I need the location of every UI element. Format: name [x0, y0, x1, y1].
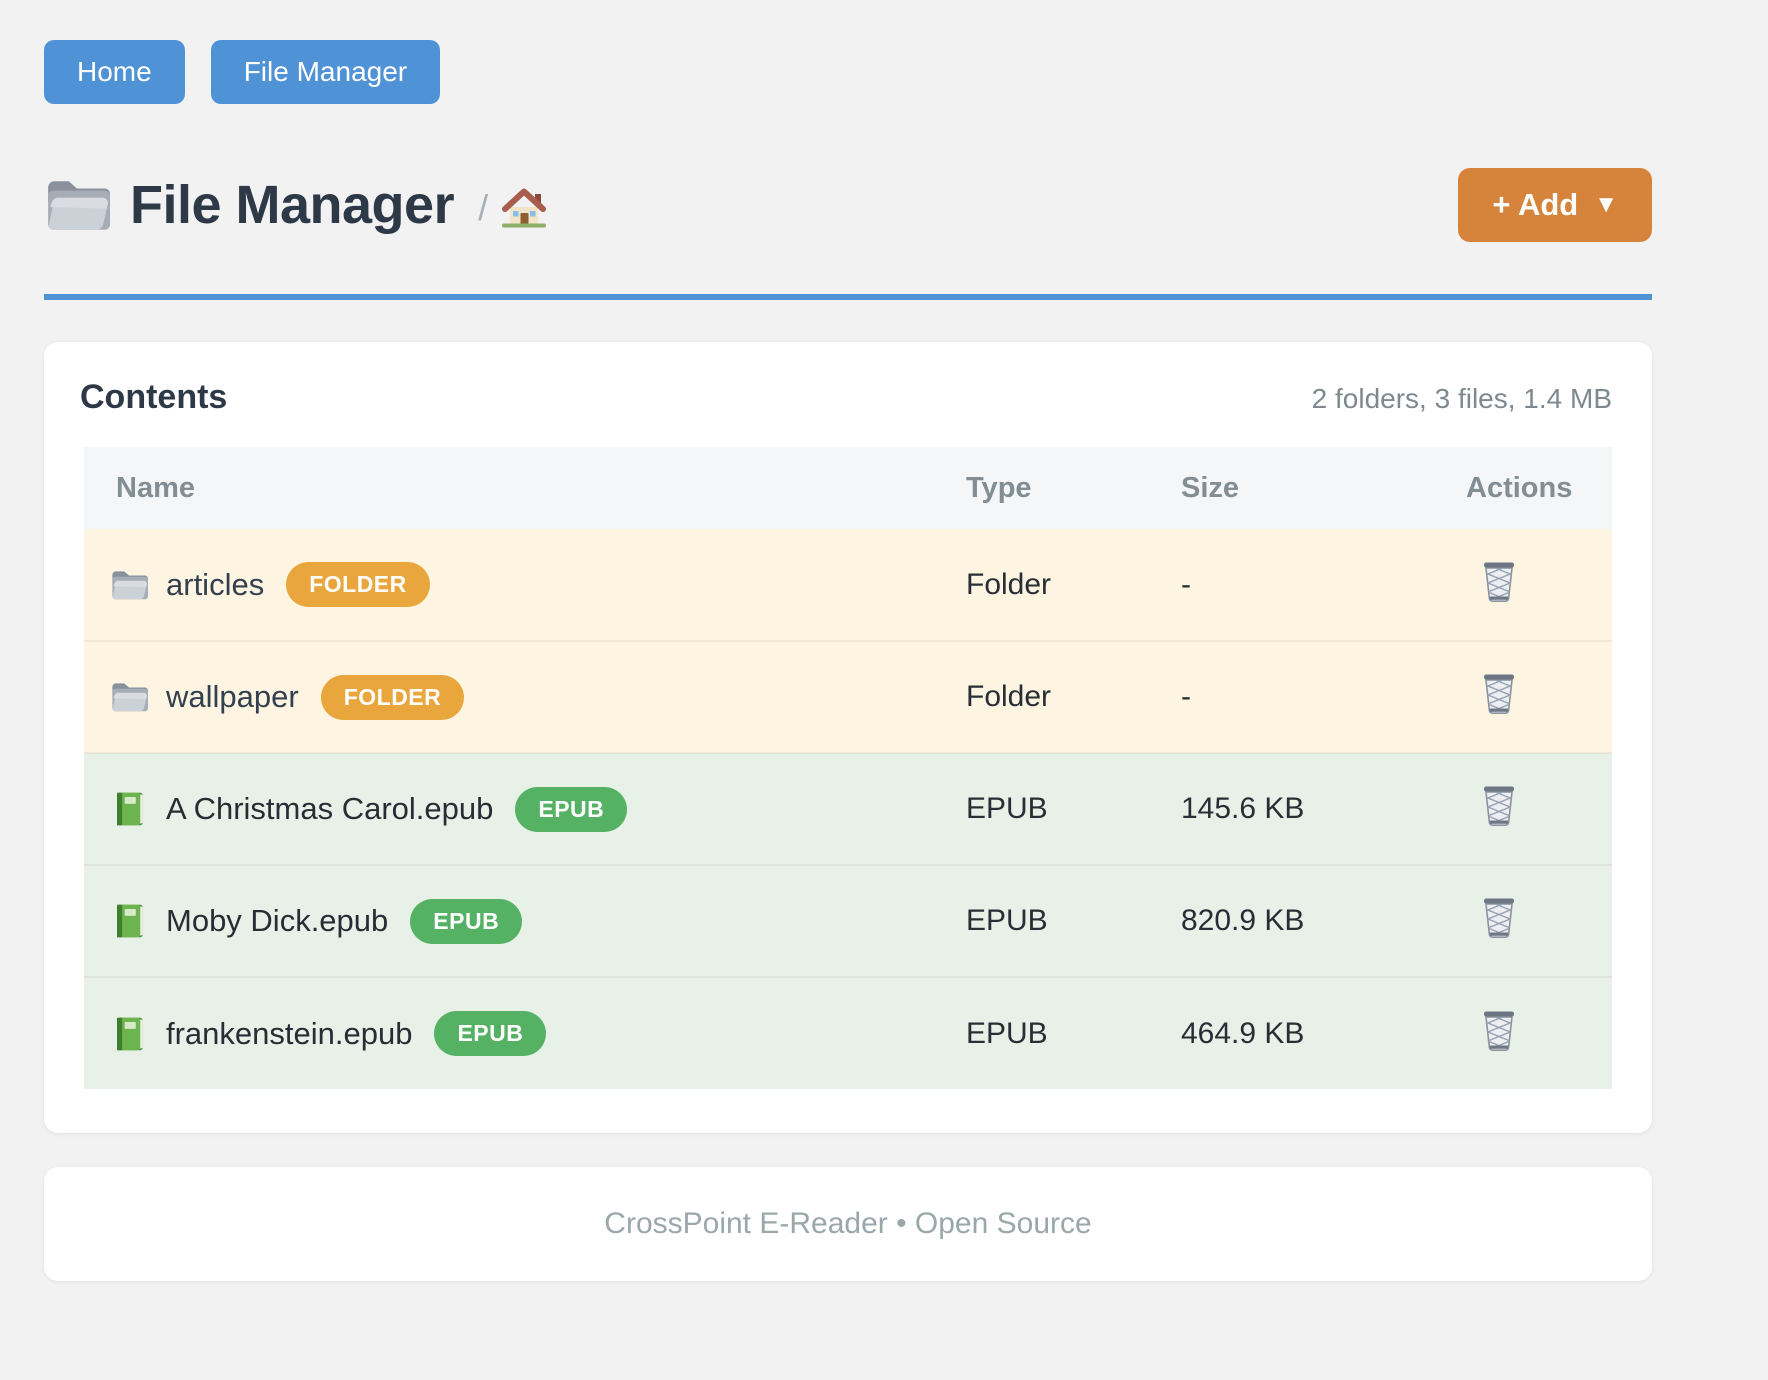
table-row[interactable]: Moby Dick.epub EPUB EPUB 820.9 KB — [84, 865, 1612, 977]
trash-icon — [1480, 896, 1518, 938]
delete-button[interactable] — [1480, 560, 1518, 602]
entry-size: 464.9 KB — [1181, 1016, 1305, 1050]
entry-type: Folder — [966, 567, 1052, 601]
entry-type: EPUB — [966, 792, 1048, 825]
table-row[interactable]: articles FOLDER Folder - — [84, 529, 1612, 641]
contents-summary: 2 folders, 3 files, 1.4 MB — [1311, 383, 1612, 414]
page-title: File Manager — [130, 175, 455, 235]
contents-title: Contents — [80, 378, 228, 416]
type-badge: FOLDER — [320, 674, 465, 720]
entry-size: - — [1181, 680, 1191, 713]
entry-name-link[interactable]: frankenstein.epub — [166, 1015, 413, 1051]
header-divider — [44, 294, 1652, 300]
column-header-type: Type — [966, 471, 1032, 504]
entry-size: 145.6 KB — [1181, 792, 1305, 825]
contents-table: Name Type Size Actions articles FOLDER — [84, 447, 1612, 1089]
nav-file-manager-button[interactable]: File Manager — [210, 40, 441, 104]
entry-name-link[interactable]: articles — [166, 566, 265, 602]
footer-text: CrossPoint E-Reader • Open Source — [604, 1207, 1092, 1240]
file-manager-page: Home File Manager File Manager / + Add ▼… — [44, 40, 1652, 1281]
entry-name-link[interactable]: Moby Dick.epub — [166, 903, 389, 938]
add-button[interactable]: + Add ▼ — [1458, 168, 1652, 242]
top-nav: Home File Manager — [44, 40, 1652, 104]
entry-size: 820.9 KB — [1181, 904, 1305, 937]
entry-type: EPUB — [966, 1016, 1048, 1050]
type-badge: FOLDER — [286, 562, 430, 607]
folder-icon — [110, 679, 148, 715]
entry-name-link[interactable]: wallpaper — [166, 679, 299, 714]
entry-type: EPUB — [966, 904, 1048, 937]
title-wrap: File Manager / — [44, 174, 546, 236]
delete-button[interactable] — [1480, 1009, 1518, 1051]
trash-icon — [1480, 560, 1518, 602]
trash-icon — [1480, 784, 1518, 826]
type-badge: EPUB — [515, 786, 628, 832]
contents-card-header: Contents 2 folders, 3 files, 1.4 MB — [80, 378, 1612, 417]
footer: CrossPoint E-Reader • Open Source — [44, 1167, 1652, 1281]
column-header-size: Size — [1181, 471, 1240, 504]
breadcrumb-separator: / — [478, 187, 489, 228]
caret-down-icon: ▼ — [1594, 191, 1618, 218]
type-badge: EPUB — [410, 898, 523, 944]
column-header-name: Name — [116, 471, 195, 504]
table-row[interactable]: A Christmas Carol.epub EPUB EPUB 145.6 K… — [84, 753, 1612, 865]
table-header-row: Name Type Size Actions — [84, 447, 1612, 529]
trash-icon — [1480, 672, 1518, 714]
folder-icon — [110, 567, 148, 603]
delete-button[interactable] — [1480, 896, 1518, 938]
table-row[interactable]: wallpaper FOLDER Folder - — [84, 641, 1612, 753]
folder-icon — [44, 176, 110, 234]
entry-type: Folder — [966, 680, 1052, 713]
delete-button[interactable] — [1480, 784, 1518, 826]
green-book-icon — [110, 1016, 148, 1052]
green-book-icon — [110, 791, 148, 827]
delete-button[interactable] — [1480, 672, 1518, 714]
entry-name-link[interactable]: A Christmas Carol.epub — [166, 791, 494, 826]
add-button-label: + Add — [1492, 187, 1579, 222]
nav-home-button[interactable]: Home — [44, 40, 185, 104]
type-badge: EPUB — [434, 1011, 547, 1056]
page-header: File Manager / + Add ▼ — [44, 168, 1652, 242]
green-book-icon — [110, 903, 148, 939]
home-icon — [502, 188, 546, 228]
contents-card: Contents 2 folders, 3 files, 1.4 MB Name… — [44, 342, 1652, 1133]
column-header-actions: Actions — [1466, 471, 1573, 504]
breadcrumb-home-link[interactable] — [502, 188, 546, 228]
entry-size: - — [1181, 567, 1191, 601]
trash-icon — [1480, 1009, 1518, 1051]
table-row[interactable]: frankenstein.epub EPUB EPUB 464.9 KB — [84, 977, 1612, 1089]
